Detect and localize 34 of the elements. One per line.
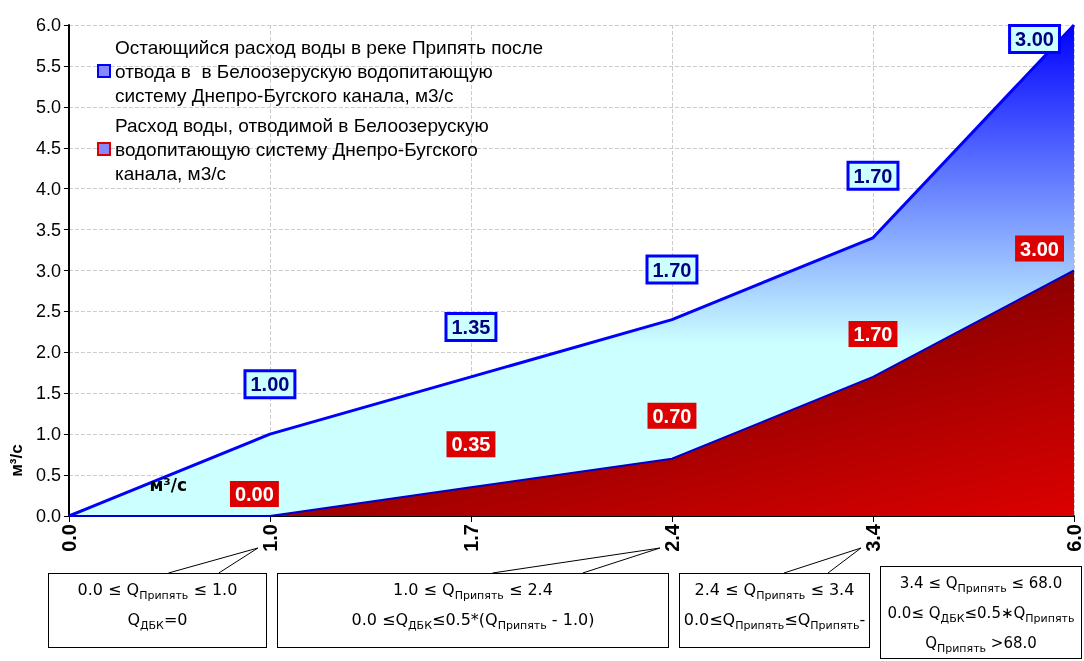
y-tick-label: 0.5 xyxy=(35,465,61,486)
legend-label: Расход воды, отводимой в Белоозерускую водопитающую систему Днепро-Бугского канала, м3/с xyxy=(115,114,495,184)
x-tick-label: 2.4 xyxy=(660,523,683,552)
data-label: 1.70 xyxy=(853,322,893,345)
x-tick-label: 1.0 xyxy=(258,524,281,552)
x-tick-label: 0.0 xyxy=(57,524,80,552)
x-tick-label: 6.0 xyxy=(1063,524,1084,552)
data-label: 0.70 xyxy=(652,404,692,427)
data-label: 0.35 xyxy=(451,433,491,456)
annotation: м³/с xyxy=(149,475,188,496)
y-tick-label: 4.0 xyxy=(35,178,61,199)
data-label: 1.70 xyxy=(853,164,893,187)
y-tick-label: 1.0 xyxy=(35,424,61,445)
y-tick-label: 0.0 xyxy=(35,506,61,526)
y-tick-label: 3.5 xyxy=(35,219,61,240)
legend-label: Остающийся расход воды в реке Припять после отвода в в Белоозерускую водопитающую систему Днепро-Бугского канала, м3/с xyxy=(115,36,549,106)
y-tick-label: 5.0 xyxy=(35,96,61,117)
y-tick-label: 4.5 xyxy=(35,137,61,158)
x-tick-label: 3.4 xyxy=(861,523,884,552)
y-axis-title: м³/с xyxy=(7,444,26,477)
y-tick-label: 1.5 xyxy=(35,383,61,404)
data-label: 1.70 xyxy=(652,258,692,281)
data-label: 3.00 xyxy=(1020,237,1059,260)
y-tick-label: 2.0 xyxy=(35,342,61,363)
data-label: 1.35 xyxy=(451,315,491,338)
data-label: 3.00 xyxy=(1015,28,1054,50)
data-label: 0.00 xyxy=(234,483,274,505)
y-tick-label: 3.0 xyxy=(35,260,61,281)
y-tick-label: 6.0 xyxy=(35,15,61,35)
x-tick-label: 1.7 xyxy=(459,524,482,552)
y-tick-label: 2.5 xyxy=(35,301,61,322)
y-tick-label: 5.5 xyxy=(35,55,61,76)
callout-box: 3.4 ≤ Q$_{Припять}$ ≤ 68.0 0.0≤ Q$_{ДБК}$≤0.5∗Q$_{Припять}$ Q$_{Припять}$ >68.0 xyxy=(880,566,1082,659)
data-label: 1.00 xyxy=(250,373,290,396)
